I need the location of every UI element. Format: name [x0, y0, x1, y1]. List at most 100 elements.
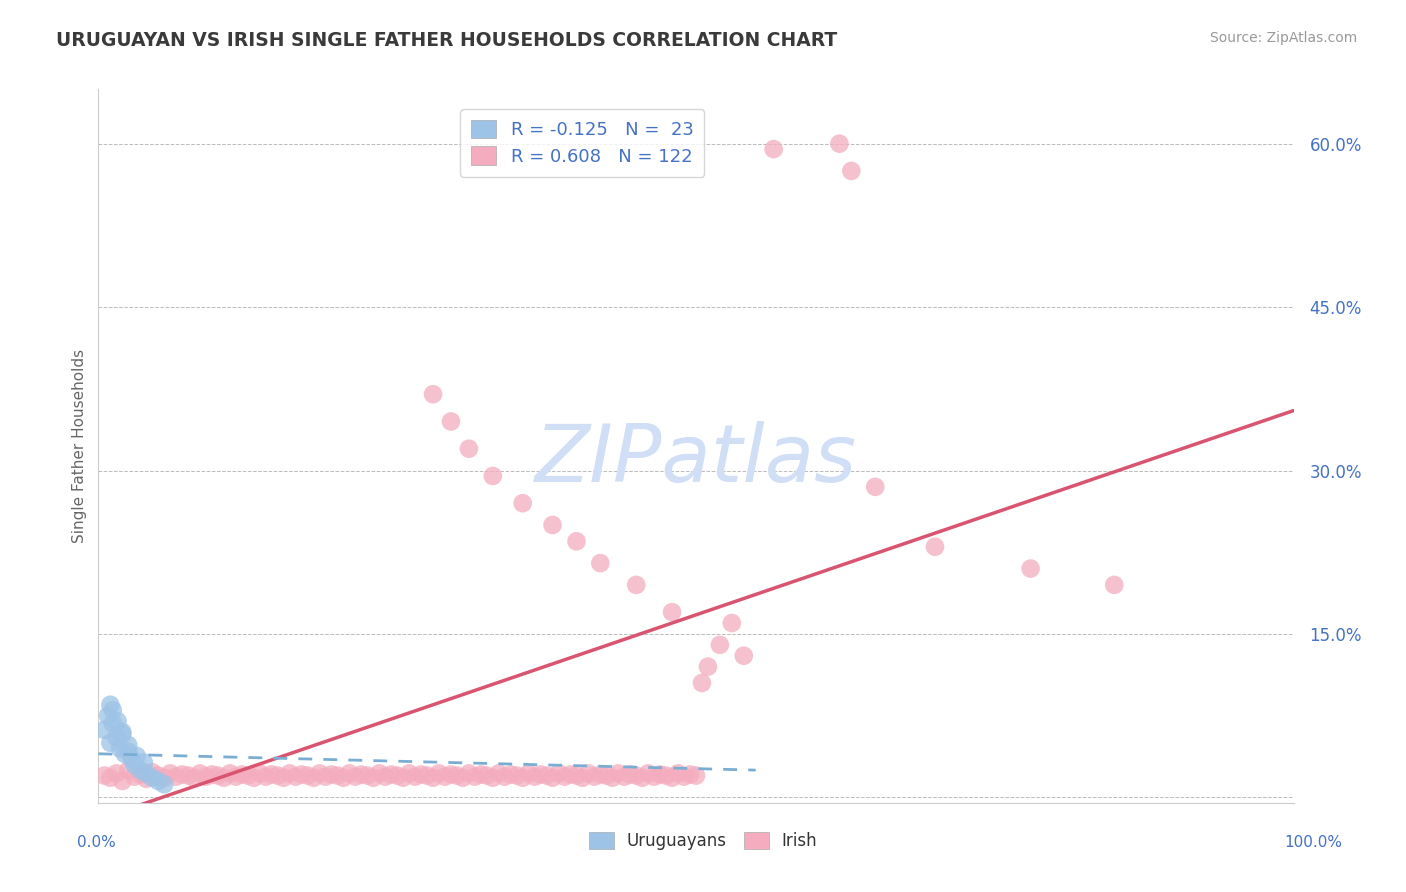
Text: Source: ZipAtlas.com: Source: ZipAtlas.com: [1209, 31, 1357, 45]
Point: [243, 771, 266, 785]
Point: [924, 540, 946, 554]
Point: [117, 738, 139, 752]
Point: [98, 698, 122, 712]
Point: [321, 767, 343, 781]
Point: [117, 763, 139, 777]
Point: [101, 703, 124, 717]
Point: [148, 774, 170, 789]
Point: [93, 768, 115, 782]
Point: [571, 771, 593, 785]
Point: [661, 771, 683, 785]
Point: [315, 770, 337, 784]
Point: [363, 771, 385, 785]
Point: [374, 770, 396, 784]
Point: [841, 164, 863, 178]
Point: [422, 387, 444, 401]
Point: [111, 725, 134, 739]
Point: [512, 771, 534, 785]
Point: [212, 771, 235, 785]
Point: [464, 770, 486, 784]
Point: [339, 766, 361, 780]
Point: [111, 774, 134, 789]
Point: [278, 766, 301, 780]
Point: [141, 765, 163, 780]
Point: [392, 771, 415, 785]
Point: [721, 615, 744, 630]
Point: [1019, 561, 1042, 575]
Point: [105, 731, 128, 745]
Point: [451, 771, 474, 785]
Point: [117, 745, 139, 759]
Point: [125, 748, 148, 763]
Point: [541, 518, 564, 533]
Point: [828, 136, 851, 151]
Point: [344, 770, 367, 784]
Y-axis label: Single Father Households: Single Father Households: [72, 349, 87, 543]
Point: [512, 496, 534, 510]
Point: [494, 770, 516, 784]
Point: [108, 741, 131, 756]
Point: [225, 770, 247, 784]
Point: [380, 767, 402, 781]
Point: [637, 766, 659, 780]
Point: [690, 676, 713, 690]
Point: [589, 767, 612, 781]
Point: [129, 763, 152, 777]
Point: [267, 768, 290, 782]
Point: [291, 767, 314, 781]
Point: [560, 767, 582, 781]
Point: [219, 766, 242, 780]
Legend: R = -0.125   N =  23, R = 0.608   N = 122: R = -0.125 N = 23, R = 0.608 N = 122: [460, 109, 704, 177]
Point: [440, 415, 463, 429]
Point: [643, 770, 665, 784]
Point: [648, 767, 672, 781]
Point: [231, 767, 253, 781]
Point: [98, 736, 122, 750]
Point: [655, 768, 678, 782]
Point: [121, 752, 143, 766]
Point: [254, 770, 277, 784]
Point: [602, 771, 624, 785]
Point: [111, 727, 134, 741]
Point: [332, 771, 354, 785]
Point: [93, 723, 115, 737]
Point: [249, 766, 271, 780]
Point: [172, 767, 194, 781]
Point: [427, 766, 450, 780]
Point: [733, 648, 755, 663]
Point: [499, 767, 522, 781]
Point: [565, 534, 588, 549]
Point: [201, 767, 224, 781]
Point: [470, 767, 492, 781]
Point: [124, 770, 146, 784]
Point: [159, 766, 181, 780]
Point: [626, 578, 648, 592]
Point: [107, 714, 129, 728]
Point: [273, 771, 295, 785]
Point: [458, 442, 481, 456]
Point: [260, 767, 283, 781]
Point: [188, 766, 211, 780]
Point: [666, 766, 689, 780]
Point: [446, 768, 468, 782]
Point: [661, 605, 683, 619]
Point: [554, 770, 576, 784]
Point: [607, 766, 630, 780]
Point: [589, 556, 612, 570]
Point: [619, 767, 641, 781]
Point: [132, 756, 155, 770]
Point: [595, 768, 617, 782]
Text: 0.0%: 0.0%: [77, 836, 117, 850]
Point: [98, 771, 122, 785]
Point: [385, 768, 409, 782]
Point: [148, 768, 170, 782]
Point: [673, 770, 696, 784]
Point: [565, 768, 588, 782]
Point: [578, 766, 600, 780]
Point: [302, 771, 325, 785]
Point: [308, 766, 330, 780]
Point: [613, 770, 636, 784]
Point: [124, 757, 146, 772]
Text: ZIPatlas: ZIPatlas: [534, 421, 858, 500]
Point: [626, 768, 648, 782]
